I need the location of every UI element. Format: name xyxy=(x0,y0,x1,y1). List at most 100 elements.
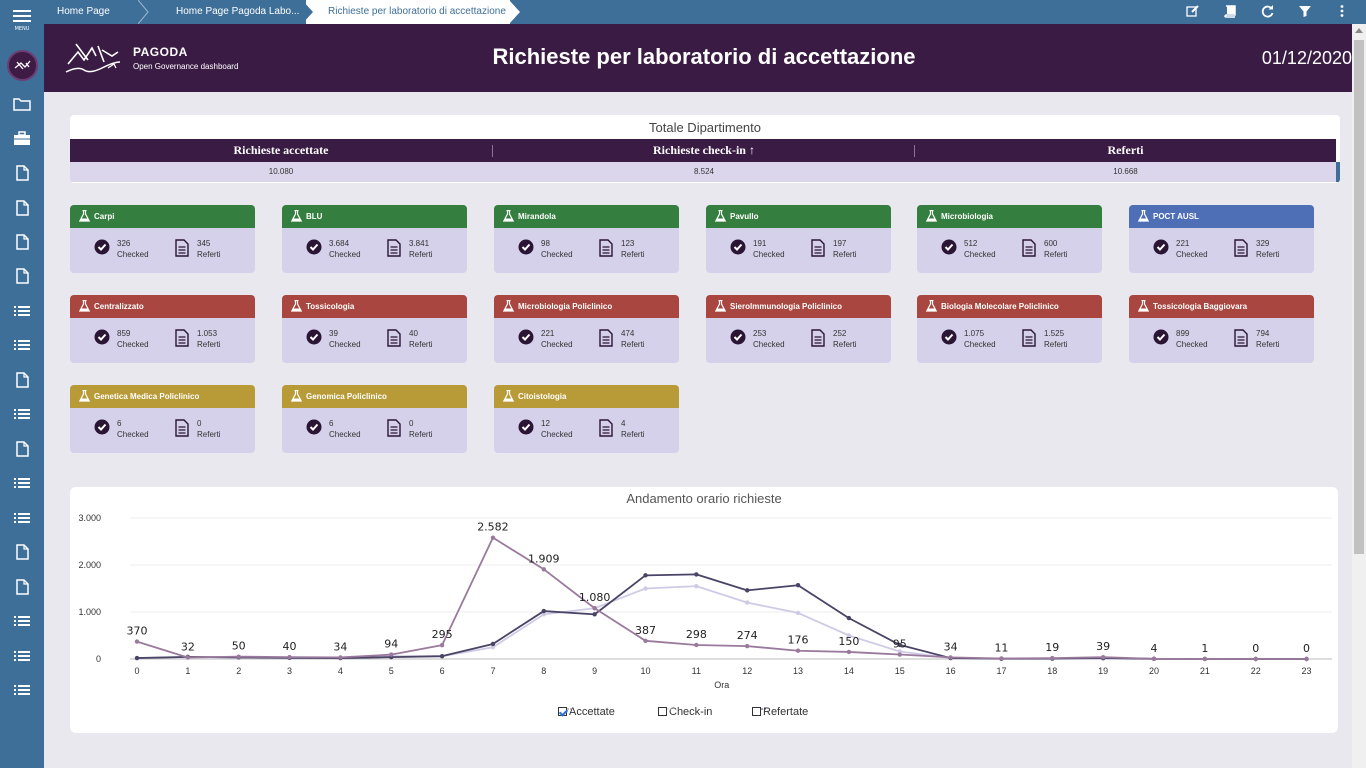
referti-metric: 0 Referti xyxy=(174,419,254,447)
legend-checkbox[interactable] xyxy=(658,707,667,716)
list-icon[interactable] xyxy=(12,406,32,422)
column-header-richieste-accettate[interactable]: Richieste accettate xyxy=(233,143,329,157)
lab-card-header[interactable]: Microbiologia xyxy=(917,205,1102,228)
x-axis-label: Ora xyxy=(714,680,729,690)
more-icon[interactable] xyxy=(1335,4,1349,18)
lab-card[interactable]: BLU 3.684 Checked 3.841 Referti xyxy=(282,205,467,273)
data-point-check-in xyxy=(795,610,801,616)
data-label: 34 xyxy=(333,640,347,653)
referti-metric: 3.841 Referti xyxy=(386,239,466,267)
lab-card[interactable]: Biologia Molecolare Policlinico 1.075 Chec… xyxy=(917,295,1102,363)
book-icon[interactable] xyxy=(1223,4,1237,18)
referti-value: 1.525 xyxy=(1044,329,1065,338)
tab-home-page-pagoda-labo[interactable]: Home Page Pagoda Labo... xyxy=(163,0,309,24)
data-point-accettate xyxy=(134,639,140,644)
referti-label: Referti xyxy=(1044,340,1068,349)
list-icon[interactable] xyxy=(12,337,32,353)
lab-card[interactable]: Citoistologia 12 Checked 4 Referti xyxy=(494,385,679,453)
tab-home-page-pagoda[interactable]: Home Page Pagoda xyxy=(44,0,140,41)
x-tick-label: 2 xyxy=(236,666,241,676)
legend-item-check-in[interactable]: Check-in xyxy=(658,705,712,719)
x-tick-label: 17 xyxy=(996,666,1006,676)
data-point-accettate xyxy=(948,655,953,660)
lab-card[interactable]: Pavullo 191 Checked 197 Referti xyxy=(706,205,891,273)
document-icon[interactable] xyxy=(12,165,32,181)
lab-card-header[interactable]: Mirandola xyxy=(494,205,679,228)
page-scrollbar[interactable] xyxy=(1352,24,1366,768)
lab-card[interactable]: Microbiologia 512 Checked 600 Referti xyxy=(917,205,1102,273)
data-label: 1 xyxy=(1201,642,1208,655)
lab-card[interactable]: POCT AUSL 221 Checked 329 Referti xyxy=(1129,205,1314,273)
legend-checkbox[interactable] xyxy=(752,707,761,716)
lab-card-title: Pavullo xyxy=(730,212,759,221)
column-divider xyxy=(492,145,493,157)
lab-card[interactable]: Genetica Medica Policlinico 6 Checked 0 Refe… xyxy=(70,385,255,453)
lab-card-title: Microbiologia xyxy=(941,212,993,221)
scrollbar-thumb[interactable] xyxy=(1354,40,1364,554)
list-icon[interactable] xyxy=(12,303,32,319)
x-tick-label: 14 xyxy=(844,666,854,676)
tab-label: Home Page Pagoda Labo... xyxy=(176,6,300,17)
lab-card[interactable]: Carpi 326 Checked 345 Referti xyxy=(70,205,255,273)
briefcase-icon[interactable] xyxy=(12,130,32,146)
x-tick-label: 8 xyxy=(541,666,546,676)
report-document-icon xyxy=(1022,239,1036,257)
lab-card-title: Centralizzato xyxy=(94,302,144,311)
lab-card-header[interactable]: POCT AUSL xyxy=(1129,205,1314,228)
x-tick-label: 21 xyxy=(1200,666,1210,676)
menu-button[interactable]: MENU xyxy=(0,10,44,38)
lab-card[interactable]: Microbiologia Policlinico 221 Checked 474 Re… xyxy=(494,295,679,363)
list-icon[interactable] xyxy=(12,510,32,526)
list-icon[interactable] xyxy=(12,475,32,491)
lab-card-header[interactable]: Citoistologia xyxy=(494,385,679,408)
lab-card-header[interactable]: Biologia Molecolare Policlinico xyxy=(917,295,1102,318)
list-icon[interactable] xyxy=(12,682,32,698)
lab-card[interactable]: Tossicologia Baggiovara 899 Checked 794 Refe… xyxy=(1129,295,1314,363)
lab-card-header[interactable]: SieroImmunologia Policlinico xyxy=(706,295,891,318)
lab-card[interactable]: Tossicologia 39 Checked 40 Referti xyxy=(282,295,467,363)
checked-value: 191 xyxy=(753,239,767,248)
checked-label: Checked xyxy=(964,340,996,349)
lab-card-header[interactable]: Pavullo xyxy=(706,205,891,228)
folder-icon[interactable] xyxy=(12,96,32,112)
document-icon[interactable] xyxy=(12,441,32,457)
chart-title: Andamento orario richieste xyxy=(626,491,781,506)
document-icon[interactable] xyxy=(12,234,32,250)
lab-card[interactable]: SieroImmunologia Policlinico 253 Checked 25… xyxy=(706,295,891,363)
referti-label: Referti xyxy=(833,340,857,349)
data-label: 1.080 xyxy=(579,591,611,604)
document-icon[interactable] xyxy=(12,268,32,284)
lab-card-header[interactable]: Genomica Policlinico xyxy=(282,385,467,408)
data-point-refertate xyxy=(592,612,597,617)
lab-card-header[interactable]: Genetica Medica Policlinico xyxy=(70,385,255,408)
column-header-richieste-check-in[interactable]: Richieste check-in ↑ xyxy=(653,143,755,157)
document-icon[interactable] xyxy=(12,200,32,216)
lab-card-header[interactable]: BLU xyxy=(282,205,467,228)
lab-card-title: Citoistologia xyxy=(518,392,567,401)
list-icon[interactable] xyxy=(12,648,32,664)
lab-card-header[interactable]: Carpi xyxy=(70,205,255,228)
refresh-icon[interactable] xyxy=(1261,4,1275,18)
lab-card-header[interactable]: Microbiologia Policlinico xyxy=(494,295,679,318)
lab-card[interactable]: Mirandola 98 Checked 123 Referti xyxy=(494,205,679,273)
legend-item-refertate[interactable]: Refertate xyxy=(752,705,808,719)
document-icon[interactable] xyxy=(12,372,32,388)
lab-card[interactable]: Genomica Policlinico 6 Checked 0 Referti xyxy=(282,385,467,453)
lab-card-header[interactable]: Tossicologia xyxy=(282,295,467,318)
document-icon[interactable] xyxy=(12,579,32,595)
lab-card-header[interactable]: Centralizzato xyxy=(70,295,255,318)
filter-icon[interactable] xyxy=(1298,4,1312,18)
tab-richieste-laboratorio[interactable]: Richieste per laboratorio di accettazion… xyxy=(306,0,510,24)
pagoda-logo[interactable] xyxy=(7,50,38,81)
column-header-referti[interactable]: Referti xyxy=(1107,143,1144,157)
list-icon[interactable] xyxy=(12,613,32,629)
checked-label: Checked xyxy=(541,430,573,439)
lab-card[interactable]: Centralizzato 859 Checked 1.053 Referti xyxy=(70,295,255,363)
lab-card-header[interactable]: Tossicologia Baggiovara xyxy=(1129,295,1314,318)
edit-icon[interactable] xyxy=(1186,4,1200,18)
legend-checkbox[interactable] xyxy=(558,707,567,716)
x-tick-label: 6 xyxy=(440,666,445,676)
document-icon[interactable] xyxy=(12,544,32,560)
scroll-up-icon[interactable] xyxy=(1355,28,1363,33)
legend-item-accettate[interactable]: Accettate xyxy=(558,705,615,719)
